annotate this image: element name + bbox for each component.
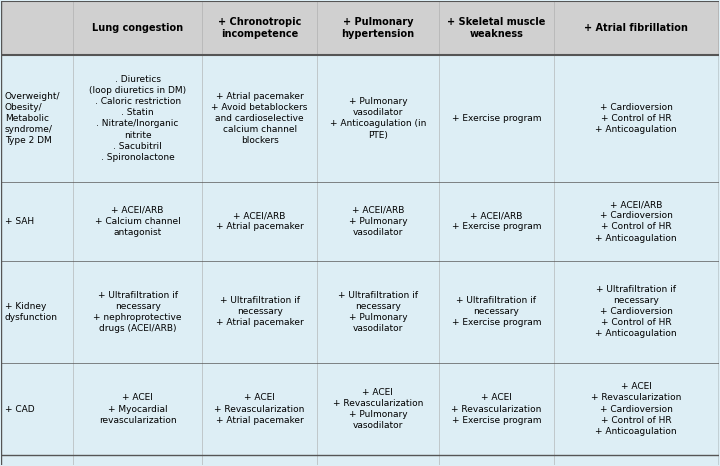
Text: + Ultrafiltration if
necessary
+ Atrial pacemaker: + Ultrafiltration if necessary + Atrial …	[216, 296, 303, 327]
Text: + ACEI
+ Revascularization
+ Cardioversion
+ Control of HR
+ Anticoagulation: + ACEI + Revascularization + Cardioversi…	[591, 382, 681, 436]
Text: + Cardioversion
+ Control of HR
+ Anticoagulation: + Cardioversion + Control of HR + Antico…	[595, 103, 677, 134]
Text: + Pulmonary
vasodilator
+ Anticoagulation (in
PTE): + Pulmonary vasodilator + Anticoagulatio…	[330, 97, 426, 139]
Text: + Pulmonary
hypertension: + Pulmonary hypertension	[341, 17, 415, 39]
Text: + ACEI
+ Revascularization
+ Pulmonary
vasodilator: + ACEI + Revascularization + Pulmonary v…	[333, 388, 423, 430]
Text: + Ultrafiltration if
necessary
+ Exercise program: + Ultrafiltration if necessary + Exercis…	[451, 296, 541, 327]
Text: . Diuretics
(loop diuretics in DM)
. Caloric restriction
. Statin
. Nitrate/Inor: . Diuretics (loop diuretics in DM) . Cal…	[89, 75, 186, 162]
Text: + ACEI/ARB
+ Atrial pacemaker: + ACEI/ARB + Atrial pacemaker	[216, 212, 303, 232]
Text: + ACEI/ARB
+ Cardioversion
+ Control of HR
+ Anticoagulation: + ACEI/ARB + Cardioversion + Control of …	[595, 200, 677, 243]
Text: + Ultrafiltration if
necessary
+ nephroprotective
drugs (ACEI/ARB): + Ultrafiltration if necessary + nephrop…	[94, 291, 182, 333]
Text: + ACEI/ARB
+ Pulmonary
vasodilator: + ACEI/ARB + Pulmonary vasodilator	[348, 206, 408, 237]
Text: + Skeletal muscle
weakness: + Skeletal muscle weakness	[447, 17, 546, 39]
Bar	[1, 1, 719, 55]
Text: + ACEI/ARB
+ Exercise program: + ACEI/ARB + Exercise program	[451, 212, 541, 232]
Text: + Ultrafiltration if
necessary
+ Pulmonary
vasodilator: + Ultrafiltration if necessary + Pulmona…	[338, 291, 418, 333]
Text: + Atrial fibrillation: + Atrial fibrillation	[584, 23, 688, 33]
Text: + CAD: + CAD	[5, 404, 35, 413]
Text: + ACEI
+ Myocardial
revascularization: + ACEI + Myocardial revascularization	[99, 393, 176, 425]
Text: + Atrial pacemaker
+ Avoid betablockers
and cardioselective
calcium channel
bloc: + Atrial pacemaker + Avoid betablockers …	[212, 92, 307, 145]
Text: + Ultrafiltration if
necessary
+ Cardioversion
+ Control of HR
+ Anticoagulation: + Ultrafiltration if necessary + Cardiov…	[595, 285, 677, 338]
Text: + SAH: + SAH	[5, 217, 34, 226]
Text: + ACEI
+ Revascularization
+ Atrial pacemaker: + ACEI + Revascularization + Atrial pace…	[215, 393, 305, 425]
Text: + Exercise program: + Exercise program	[451, 114, 541, 123]
Text: + Chronotropic
incompetence: + Chronotropic incompetence	[218, 17, 301, 39]
Text: + ACEI/ARB
+ Calcium channel
antagonist: + ACEI/ARB + Calcium channel antagonist	[95, 206, 181, 237]
Text: Lung congestion: Lung congestion	[92, 23, 183, 33]
Text: + ACEI
+ Revascularization
+ Exercise program: + ACEI + Revascularization + Exercise pr…	[451, 393, 541, 425]
Text: + Kidney
dysfunction: + Kidney dysfunction	[5, 302, 58, 322]
Text: Overweight/
Obesity/
Metabolic
syndrome/
Type 2 DM: Overweight/ Obesity/ Metabolic syndrome/…	[5, 92, 60, 145]
